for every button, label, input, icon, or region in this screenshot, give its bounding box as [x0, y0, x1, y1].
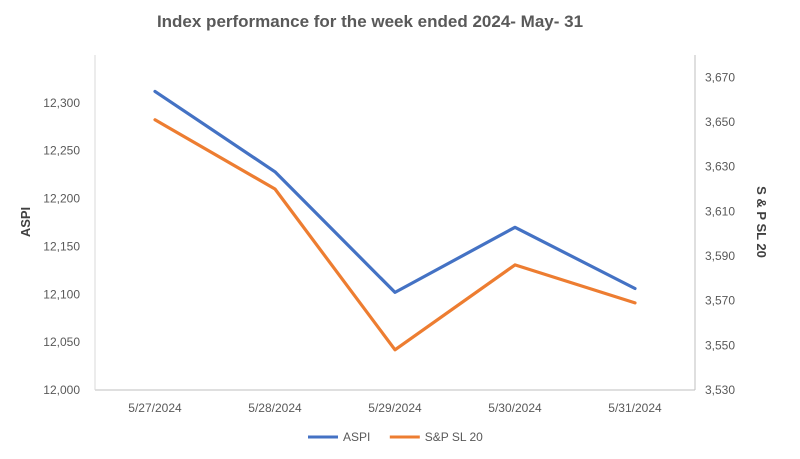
legend-label: ASPI — [343, 430, 370, 444]
right-y-tick-label: 3,550 — [705, 338, 735, 352]
left-y-axis-title: ASPI — [18, 207, 33, 237]
right-y-tick-label: 3,650 — [705, 115, 735, 129]
left-y-tick-label: 12,150 — [43, 239, 80, 253]
series-line-aspi — [153, 89, 637, 294]
right-y-tick-label: 3,570 — [705, 294, 735, 308]
left-y-tick-label: 12,100 — [43, 287, 80, 301]
left-y-tick-label: 12,000 — [43, 383, 80, 397]
x-tick-label: 5/31/2024 — [608, 401, 662, 415]
legend: ASPI S&P SL 20 — [308, 430, 483, 444]
left-y-tick-label: 12,300 — [43, 96, 80, 110]
right-y-tick-label: 3,630 — [705, 160, 735, 174]
left-y-tick-label: 12,050 — [43, 335, 80, 349]
left-y-tick-label: 12,250 — [43, 144, 80, 158]
legend-label: S&P SL 20 — [425, 430, 483, 444]
series-lines — [153, 89, 637, 352]
left-y-tick-label: 12,200 — [43, 192, 80, 206]
x-tick-label: 5/28/2024 — [248, 401, 302, 415]
right-y-tick-label: 3,530 — [705, 383, 735, 397]
right-y-axis-title: S & P SL 20 — [754, 186, 769, 258]
left-y-tick-labels: 12,000 12,050 12,100 12,150 12,200 12,250 12,3… — [43, 96, 80, 397]
right-y-tick-label: 3,610 — [705, 204, 735, 218]
right-y-tick-label: 3,670 — [705, 70, 735, 84]
x-tick-label: 5/29/2024 — [368, 401, 422, 415]
chart-title: Index performance for the week ended 202… — [157, 12, 583, 31]
series-line-sp-sl-20 — [153, 118, 637, 352]
right-y-tick-labels: 3,530 3,550 3,570 3,590 3,610 3,630 3,650 3,670 — [705, 70, 735, 397]
x-tick-label: 5/27/2024 — [128, 401, 182, 415]
x-tick-label: 5/30/2024 — [488, 401, 542, 415]
x-tick-labels: 5/27/2024 5/28/2024 5/29/2024 5/30/2024 5/31… — [128, 401, 662, 415]
right-y-tick-label: 3,590 — [705, 249, 735, 263]
